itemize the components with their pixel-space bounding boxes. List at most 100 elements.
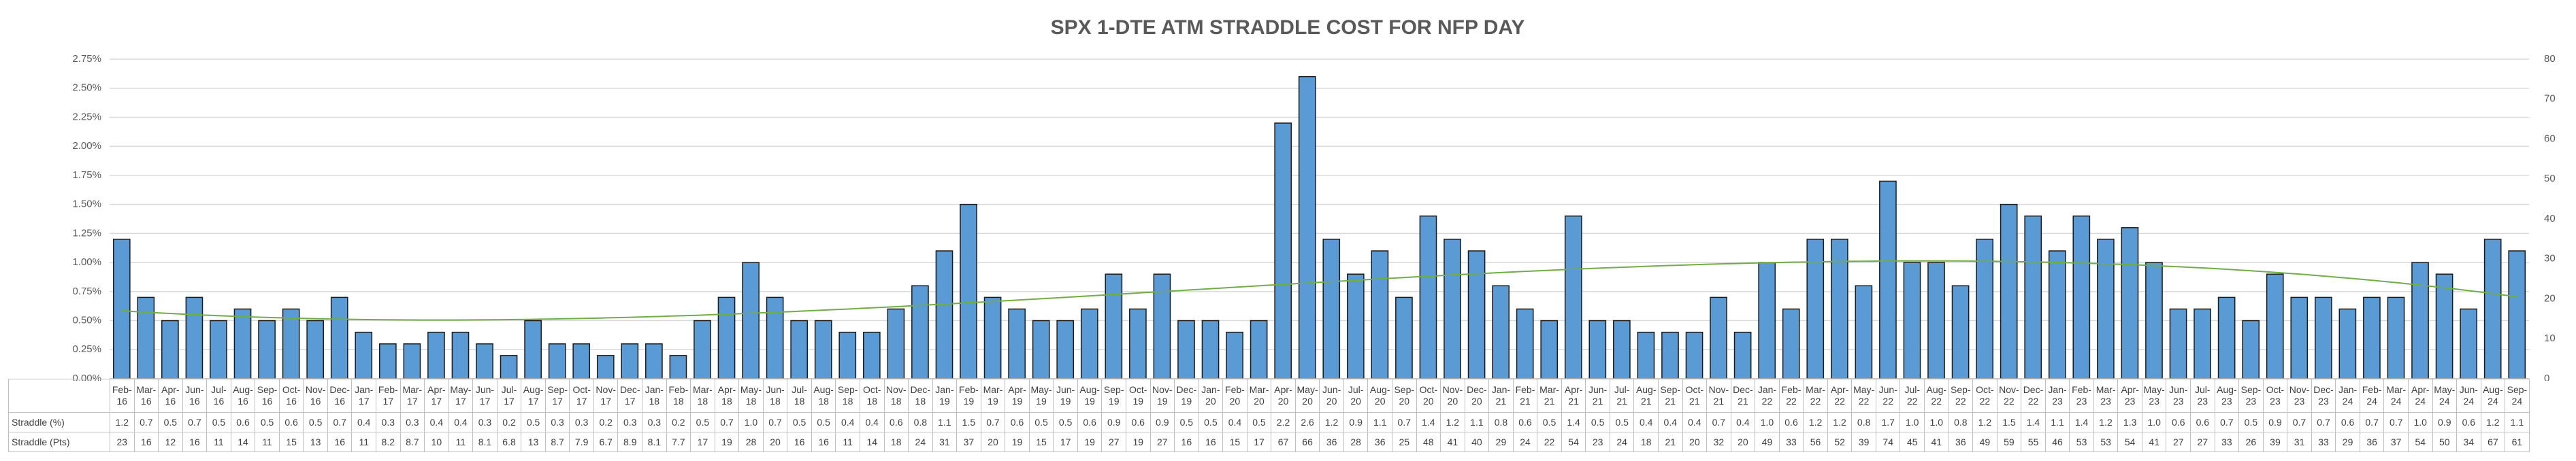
x-tick-label: Mar-18 (690, 379, 715, 413)
table-cell: 0.6 (230, 412, 256, 432)
table-cell: 6.8 (496, 432, 522, 452)
table-cell: 12 (158, 432, 183, 452)
table-cell: 1.3 (2117, 412, 2142, 432)
table-cell: 0.3 (569, 412, 594, 432)
trendline (121, 260, 2517, 321)
table-row: Straddle (%) 1.2 0.7 0.5 0.7 0.5 0.6 0.5 0.6 0.5 0… (8, 412, 2530, 432)
table-cell: 11 (351, 432, 377, 452)
x-tick-label: Nov-17 (593, 379, 619, 413)
bar (1637, 331, 1655, 379)
x-tick-label: Sep-17 (544, 379, 570, 413)
table-cell: 0.3 (472, 412, 498, 432)
bar (1976, 239, 1993, 379)
table-cell: 29 (1488, 432, 1514, 452)
table-cell: 0.3 (544, 412, 570, 432)
table-cell: 0.6 (1077, 412, 1103, 432)
x-tick-label: Jul-17 (496, 379, 522, 413)
table-cell: 0.5 (158, 412, 183, 432)
y2-tick-label: 0 (2544, 373, 2549, 381)
bar (2411, 262, 2429, 379)
x-tick-label: Dec-16 (327, 379, 353, 413)
table-cell: 24 (1512, 432, 1538, 452)
table-cell: 0.7 (714, 412, 740, 432)
bar (1733, 331, 1752, 379)
table-cell: 16 (811, 432, 836, 452)
bar (2363, 296, 2381, 379)
x-tick-label: Apr-20 (1271, 379, 1296, 413)
table-cell: 31 (2287, 432, 2312, 452)
x-tick-label: Aug-16 (230, 379, 256, 413)
table-cell: 16 (1174, 432, 1199, 452)
bar (1782, 308, 1800, 379)
x-tick-label: Sep-16 (255, 379, 280, 413)
x-tick-label: Oct-16 (278, 379, 304, 413)
x-tick-label: Sep-18 (835, 379, 860, 413)
table-cell: 0.6 (2456, 412, 2481, 432)
bar (137, 296, 155, 379)
bar (790, 320, 809, 379)
bar (2266, 273, 2284, 379)
table-cell: 19 (1077, 432, 1103, 452)
bar (1298, 75, 1316, 379)
x-tick-label: Nov-19 (1150, 379, 1175, 413)
table-cell: 1.0 (1900, 412, 1925, 432)
bar (1419, 215, 1437, 379)
table-cell: 16 (327, 432, 353, 452)
x-tick-label: Jan-18 (642, 379, 667, 413)
table-cell: 1.0 (2407, 412, 2433, 432)
table-cell: 29 (2335, 432, 2360, 452)
table-cell: 0.7 (762, 412, 788, 432)
bar (1056, 320, 1075, 379)
table-cell: 0.8 (1488, 412, 1514, 432)
table-cell: 0.5 (1609, 412, 1635, 432)
bar (476, 343, 493, 379)
y-tick-label: 0.25% (72, 343, 101, 355)
table-cell: 0.9 (2262, 412, 2288, 432)
bar (717, 296, 736, 379)
table-cell: 16 (1198, 432, 1224, 452)
table-cell: 7.9 (569, 432, 594, 452)
table-cell: 67 (2480, 432, 2506, 452)
table-cell: 0.8 (908, 412, 933, 432)
table-cell: 0.6 (1125, 412, 1151, 432)
x-tick-label: Apr-16 (158, 379, 183, 413)
table-cell: 0.4 (1730, 412, 1756, 432)
x-tick-label: Jul-20 (1343, 379, 1369, 413)
x-tick-label: Feb-20 (1222, 379, 1248, 413)
table-cell: 0.6 (278, 412, 304, 432)
table-cell: 54 (1561, 432, 1586, 452)
table-cell: 15 (1222, 432, 1248, 452)
x-tick-label: Jan-17 (351, 379, 377, 413)
table-cell: 1.7 (1875, 412, 1901, 432)
bar (1371, 250, 1389, 379)
table-cell: 0.5 (303, 412, 328, 432)
table-cell: 1.0 (738, 412, 764, 432)
table-cell: 0.5 (1537, 412, 1562, 432)
bar (1830, 239, 1848, 379)
y2-tick-label: 10 (2544, 332, 2556, 344)
table-cell: 19 (714, 432, 740, 452)
x-tick-label: Oct-23 (2262, 379, 2288, 413)
bar (2290, 296, 2309, 379)
x-tick-label: Mar-17 (400, 379, 425, 413)
table-cell: 27 (1150, 432, 1175, 452)
table-cell: 21 (1658, 432, 1683, 452)
bar (355, 331, 373, 379)
x-tick-label: Mar-23 (2093, 379, 2119, 413)
table-cell: 11 (255, 432, 280, 452)
table-cell: 66 (1294, 432, 1320, 452)
x-tick-label: Oct-20 (1416, 379, 1441, 413)
x-tick-label: Sep-21 (1658, 379, 1683, 413)
table-cell: 6.7 (593, 432, 619, 452)
table-cell: 59 (1996, 432, 2022, 452)
bar (306, 320, 325, 379)
table-cell: 8.1 (472, 432, 498, 452)
table-cell: 27 (1101, 432, 1126, 452)
x-tick-label: Oct-22 (1972, 379, 1998, 413)
bar (1129, 308, 1147, 379)
table-cell: 8.9 (617, 432, 643, 452)
x-tick-label: Feb-22 (1778, 379, 1804, 413)
x-tick-label: Dec-23 (2311, 379, 2336, 413)
table-cell: 0.2 (666, 412, 691, 432)
